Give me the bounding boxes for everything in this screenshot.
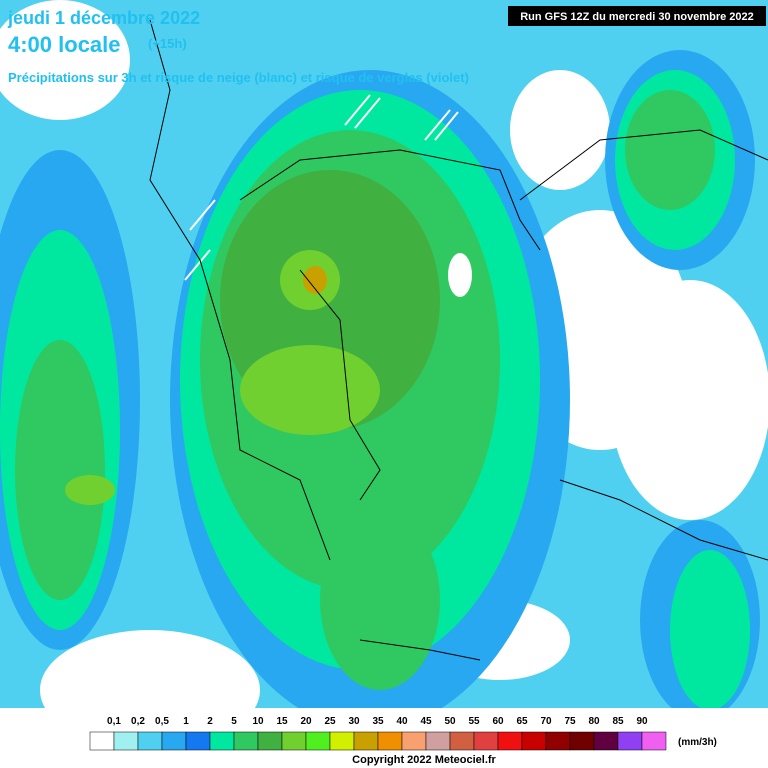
legend-swatch bbox=[641, 731, 667, 751]
legend-swatch bbox=[305, 731, 331, 751]
legend-label: 5 bbox=[231, 716, 237, 727]
legend-label: 0,2 bbox=[131, 716, 145, 727]
legend-swatch bbox=[473, 731, 499, 751]
legend-label: 10 bbox=[252, 716, 264, 727]
legend-swatch bbox=[545, 731, 571, 751]
legend-label: 85 bbox=[612, 716, 624, 727]
legend-swatch bbox=[497, 731, 523, 751]
legend-swatch bbox=[521, 731, 547, 751]
legend-unit: (mm/3h) bbox=[678, 737, 717, 748]
offset: (+15h) bbox=[148, 36, 187, 51]
legend-swatch bbox=[329, 731, 355, 751]
legend-label: 25 bbox=[324, 716, 336, 727]
legend-swatch bbox=[209, 731, 235, 751]
legend-label: 40 bbox=[396, 716, 408, 727]
legend-label: 60 bbox=[492, 716, 504, 727]
legend-swatch bbox=[569, 731, 595, 751]
legend-label: 30 bbox=[348, 716, 360, 727]
legend-label: 65 bbox=[516, 716, 528, 727]
legend-label: 90 bbox=[636, 716, 648, 727]
legend-swatch bbox=[161, 731, 187, 751]
precipitation-field bbox=[0, 0, 768, 730]
borders bbox=[149, 19, 768, 661]
run-box bbox=[508, 6, 766, 26]
legend-swatch bbox=[137, 731, 163, 751]
legend-label: 0,5 bbox=[155, 716, 169, 727]
legend-swatch bbox=[617, 731, 643, 751]
snow-hatching bbox=[184, 94, 459, 281]
legend-label: 0,1 bbox=[107, 716, 121, 727]
legend-label: 75 bbox=[564, 716, 576, 727]
legend-swatch bbox=[377, 731, 403, 751]
legend-label: 1 bbox=[183, 716, 189, 727]
legend-swatch bbox=[185, 731, 211, 751]
date: jeudi 1 décembre 2022 bbox=[7, 8, 200, 28]
legend-swatch bbox=[113, 731, 139, 751]
legend-swatch bbox=[449, 731, 475, 751]
legend-label: 35 bbox=[372, 716, 384, 727]
legend-swatch bbox=[281, 731, 307, 751]
legend-label: 15 bbox=[276, 716, 288, 727]
legend-label: 50 bbox=[444, 716, 456, 727]
legend-label: 70 bbox=[540, 716, 552, 727]
legend-label: 45 bbox=[420, 716, 432, 727]
legend-swatch bbox=[233, 731, 259, 751]
legend: 0,1 0,2 0,5 1 2 5 10 15 20 25 30 35 40 45 50 55 60 65 70 75… bbox=[89, 716, 667, 751]
legend-swatch bbox=[425, 731, 451, 751]
subtitle: Précipitations sur 3h et risque de neige… bbox=[8, 70, 469, 85]
legend-label: 2 bbox=[207, 716, 213, 727]
legend-swatch bbox=[593, 731, 619, 751]
legend-label: 55 bbox=[468, 716, 480, 727]
time: 4:00 locale bbox=[8, 32, 121, 57]
legend-swatch bbox=[89, 731, 115, 751]
run-label: Run GFS 12Z du mercredi 30 novembre 2022 bbox=[520, 11, 754, 23]
legend-swatch bbox=[353, 731, 379, 751]
legend-label: 20 bbox=[300, 716, 312, 727]
legend-swatch bbox=[401, 731, 427, 751]
copyright: Copyright 2022 Meteociel.fr bbox=[352, 754, 496, 766]
legend-swatch bbox=[257, 731, 283, 751]
legend-label: 80 bbox=[588, 716, 600, 727]
